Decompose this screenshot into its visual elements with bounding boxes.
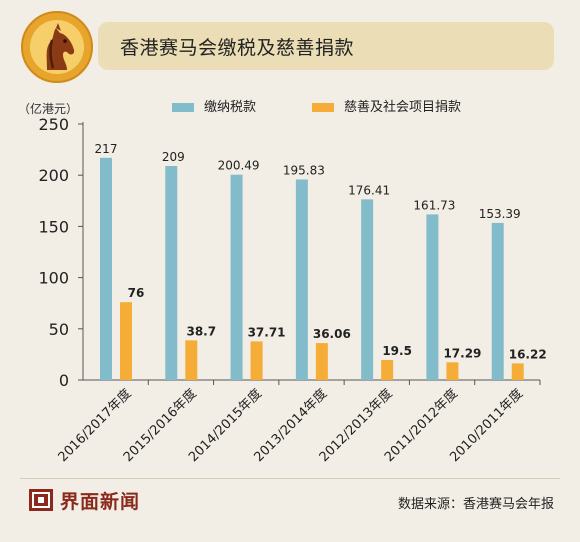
title-bar: 香港赛马会缴税及慈善捐款 [98,22,554,70]
brand-name: 界面新闻 [60,491,141,513]
data-label-tax: 200.49 [218,159,260,173]
chart-title: 香港赛马会缴税及慈善捐款 [120,37,355,59]
bar-donation [250,341,263,380]
bar-tax [361,199,374,380]
legend-item-donation: 慈善及社会项目捐款 [312,96,461,115]
bar-tax [426,214,439,380]
data-label-donation: 76 [128,286,145,300]
y-tick-label: 150 [38,217,69,236]
data-label-donation: 16.22 [509,347,547,361]
data-label-tax: 153.39 [479,207,521,221]
bar-tax [100,157,112,380]
bar-tax [230,174,243,380]
bar-tax [491,222,504,380]
bar-chart: 050100150200250217762016/2017年度20938.720… [38,115,547,465]
data-label-donation: 19.5 [382,344,412,358]
data-label-tax: 176.41 [348,183,390,197]
legend-swatch-tax [172,103,194,112]
y-tick-label: 0 [59,371,69,390]
data-label-donation: 37.71 [248,325,286,339]
data-label-donation: 17.29 [443,346,481,360]
y-tick-label: 250 [38,115,69,134]
jiemian-logo-icon [29,489,53,511]
data-label-tax: 217 [95,142,118,156]
data-label-tax: 209 [162,150,185,164]
legend-item-tax: 缴纳税款 [172,96,256,115]
bar-donation [120,302,132,380]
legend-label-donation: 慈善及社会项目捐款 [344,100,462,115]
horse-head-icon [21,11,93,83]
bar-tax [295,179,308,380]
legend-swatch-donation [312,103,334,112]
y-tick-label: 50 [49,320,69,339]
brand-logo: 界面新闻 [28,488,139,513]
data-label-tax: 161.73 [413,198,455,212]
bar-donation [315,343,328,380]
data-label-donation: 38.7 [186,324,216,338]
data-label-donation: 36.06 [313,327,351,341]
data-source: 数据来源：香港赛马会年报 [397,497,554,512]
legend-label-tax: 缴纳税款 [204,100,257,115]
y-tick-label: 100 [38,269,69,288]
bar-donation [185,340,198,380]
bar-donation [446,362,459,380]
footer-divider [20,478,560,479]
bar-tax [165,165,178,380]
data-label-tax: 195.83 [283,163,325,177]
bar-donation [511,363,524,380]
bar-donation [381,360,394,380]
y-axis-unit-label: （亿港元） [18,102,79,116]
y-tick-label: 200 [38,166,69,185]
